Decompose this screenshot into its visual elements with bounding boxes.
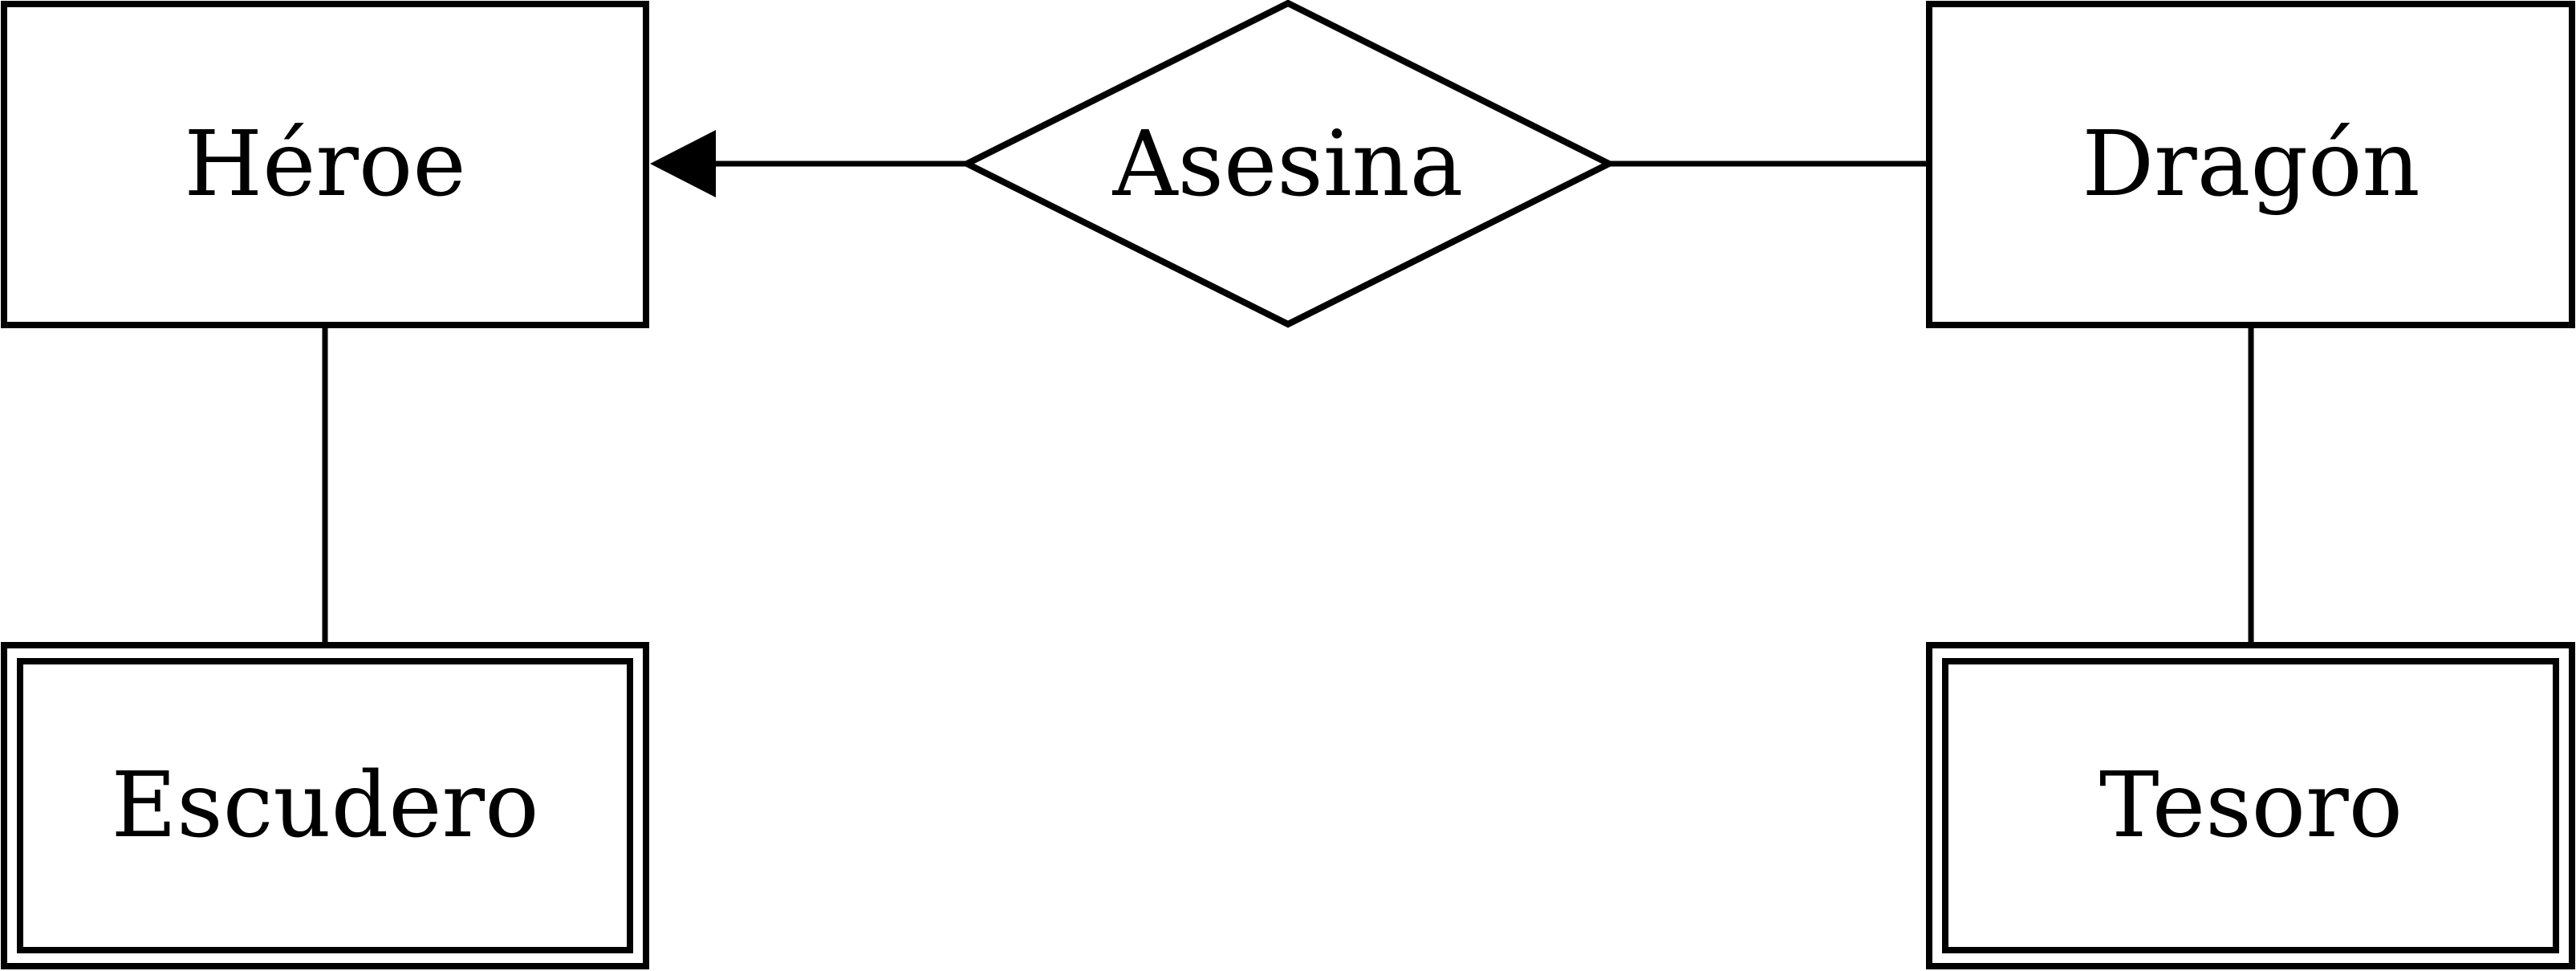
- entity-escudero-inner-box: [17, 658, 633, 953]
- entity-tesoro-inner-box: [1942, 658, 2559, 953]
- relationship-asesina-label: Asesina: [1112, 112, 1464, 217]
- entity-heroe-box: [1, 1, 649, 328]
- entity-dragon-box: [1926, 1, 2575, 328]
- entity-dragon: Dragón: [1926, 1, 2575, 328]
- relationship-asesina: Asesina: [960, 0, 1616, 328]
- relationship-asesina-diamond: [960, 0, 1616, 328]
- entity-heroe: Héroe: [1, 1, 649, 328]
- entity-heroe-label: Héroe: [184, 112, 465, 217]
- entity-escudero: Escudero: [1, 642, 649, 969]
- entity-tesoro: Tesoro: [1926, 642, 2575, 969]
- entity-tesoro-label: Tesoro: [2099, 754, 2403, 858]
- entity-escudero-outer-box: [1, 642, 649, 969]
- entity-dragon-label: Dragón: [2082, 112, 2420, 217]
- entity-escudero-label: Escudero: [111, 754, 538, 858]
- arrowhead-to-heroe: [650, 130, 716, 197]
- entity-tesoro-outer-box: [1926, 642, 2575, 969]
